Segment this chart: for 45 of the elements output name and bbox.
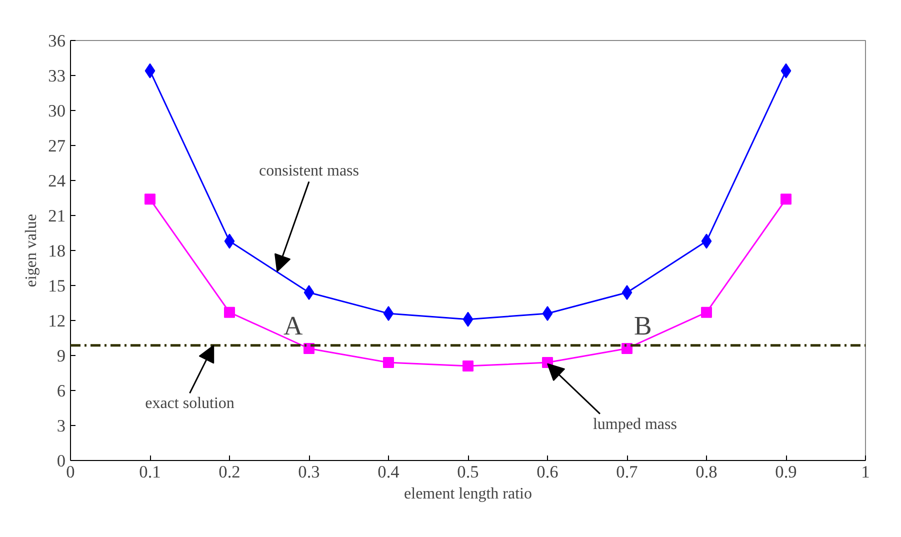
point <box>224 234 235 249</box>
point <box>701 306 712 318</box>
point <box>462 312 474 327</box>
x-tick-label: 0.1 <box>139 462 161 482</box>
y-tick-label: 33 <box>48 66 66 86</box>
x-tick-label: 0.9 <box>775 462 797 482</box>
x-tick-label: 0.7 <box>616 462 638 482</box>
y-tick-label: 21 <box>48 206 66 226</box>
point <box>622 285 632 300</box>
point <box>701 234 712 249</box>
point <box>780 63 792 78</box>
point <box>383 306 394 321</box>
x-tick-label: 0.8 <box>696 462 718 482</box>
annotation: consistent mass <box>259 162 360 180</box>
y-tick-label: 27 <box>48 136 66 156</box>
x-tick-label: 0.3 <box>298 462 320 482</box>
x-tick-label: 0.2 <box>218 462 240 482</box>
point <box>224 306 235 318</box>
y-tick-label: 36 <box>48 32 66 50</box>
y-tick-label: 30 <box>48 102 66 120</box>
y-tick-label: 12 <box>48 312 66 330</box>
annotation: lumped mass <box>592 416 677 433</box>
x-axis-title: element length ratio <box>404 486 532 502</box>
point <box>780 194 792 205</box>
point <box>144 63 156 78</box>
y-tick-label: 24 <box>48 172 66 190</box>
x-tick-label: 0.4 <box>378 462 400 482</box>
point <box>542 306 553 321</box>
point <box>304 285 314 300</box>
y-tick-label: 18 <box>48 242 66 260</box>
point <box>622 343 632 354</box>
annotation: A <box>283 310 304 341</box>
y-tick-label: 9 <box>56 346 66 366</box>
y-axis-title: eigen value <box>23 214 40 288</box>
y-tick-label: 15 <box>48 276 66 296</box>
x-tick-label: 0.6 <box>536 462 559 482</box>
point <box>383 357 394 368</box>
point <box>462 360 474 372</box>
annotation: B <box>634 310 652 341</box>
annotation: exact solution <box>145 395 234 412</box>
y-tick-label: 6 <box>56 382 66 400</box>
point <box>144 194 156 205</box>
x-tick-label: 1 <box>861 462 870 482</box>
x-tick-label: 0.5 <box>457 462 479 482</box>
y-tick-label: 3 <box>56 416 66 436</box>
